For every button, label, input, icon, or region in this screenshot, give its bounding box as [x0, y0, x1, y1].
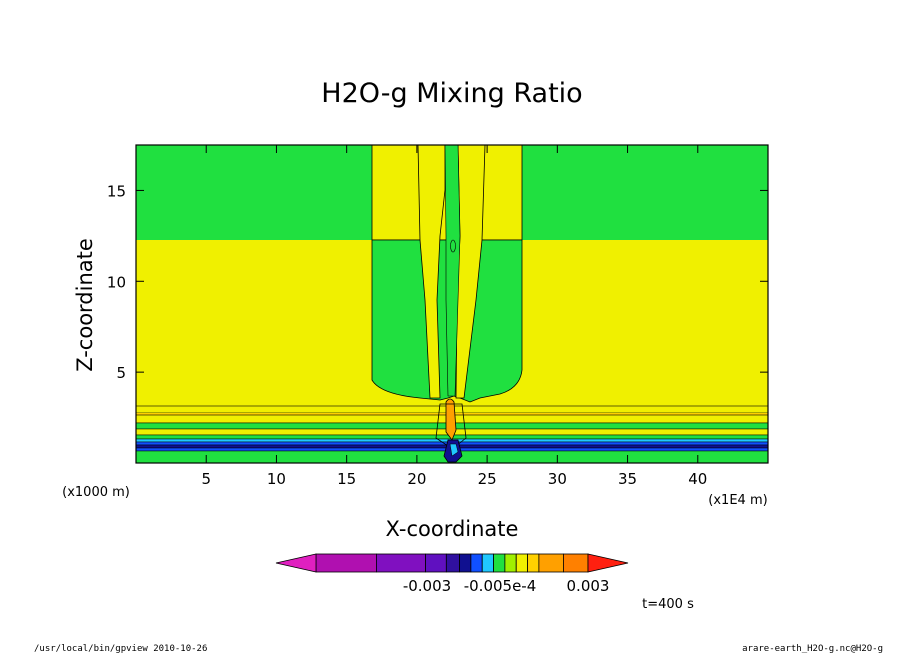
y-tick-label: 15 [107, 182, 126, 200]
colorbar-label-mid: -0.005e-4 [464, 577, 537, 595]
colorbar-segment [315, 553, 377, 573]
colorbar-segment [493, 553, 506, 573]
x-axis-ticks: 5 10 15 20 25 30 35 40 [201, 145, 707, 488]
x-tick-label: 20 [407, 470, 426, 488]
colorbar-segment [470, 553, 483, 573]
time-label: t=400 s [642, 597, 694, 612]
x-tick-label: 35 [618, 470, 637, 488]
colorbar-min-arrow [275, 553, 317, 573]
colorbar-segment [527, 553, 540, 573]
plot-area [135, 144, 769, 464]
y-axis-ticks: 5 10 15 [107, 182, 768, 382]
x-tick-label: 40 [688, 470, 707, 488]
y-axis-label: Z-coordinate [73, 238, 97, 372]
colorbar-segment [459, 553, 472, 573]
y-tick-label: 5 [116, 364, 126, 382]
chart-title: H2O-g Mixing Ratio [321, 78, 582, 109]
x-unit-label: (x1E4 m) [708, 493, 767, 508]
colorbar-label-min: -0.003 [403, 577, 451, 595]
y-tick-label: 10 [107, 273, 126, 291]
field-center-core [444, 145, 461, 397]
colorbar-segment [445, 553, 460, 573]
colorbar-segment [563, 553, 589, 573]
colorbar-segment [376, 553, 426, 573]
x-tick-label: 15 [337, 470, 356, 488]
colorbar [275, 553, 629, 573]
center-lightblue-core [449, 443, 459, 457]
field-small-cell [450, 239, 456, 253]
x-tick-label: 25 [478, 470, 497, 488]
colorbar-segment [425, 553, 447, 573]
colorbar-segment [504, 553, 517, 573]
footer-left: /usr/local/bin/gpview 2010-10-26 [34, 644, 207, 654]
center-orange-cell [445, 398, 457, 441]
colorbar-segment [538, 553, 564, 573]
y-unit-label: (x1000 m) [62, 485, 130, 500]
footer-right: arare-earth_H2O-g.nc@H2O-g [742, 644, 883, 654]
x-axis-label: X-coordinate [386, 517, 519, 541]
x-tick-label: 10 [267, 470, 286, 488]
colorbar-max-arrow [587, 553, 629, 573]
colorbar-segment [515, 553, 528, 573]
plot-frame [135, 144, 769, 464]
x-tick-label: 30 [548, 470, 567, 488]
colorbar-segment [481, 553, 494, 573]
colorbar-label-max: 0.003 [567, 577, 610, 595]
x-tick-label: 5 [201, 470, 211, 488]
